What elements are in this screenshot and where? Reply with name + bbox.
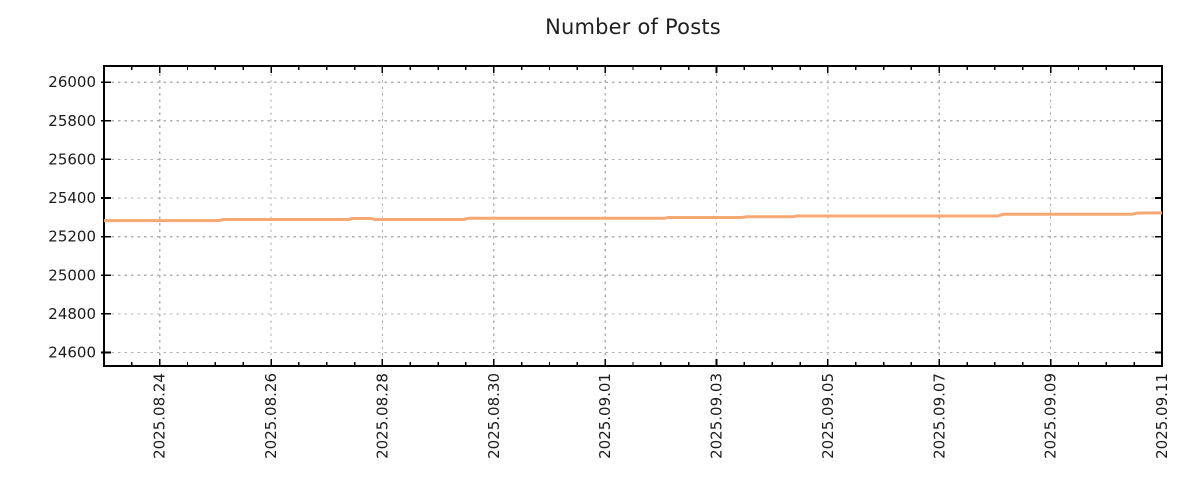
- plot-border: [103, 65, 1163, 367]
- x-tick-label: 2025.08.24: [151, 373, 169, 459]
- x-tick-label: 2025.09.07: [930, 373, 948, 459]
- y-tick-label: 26000: [48, 73, 96, 91]
- x-tick-label: 2025.09.09: [1042, 373, 1060, 459]
- x-tick-label: 2025.08.26: [262, 373, 280, 459]
- chart-title: Number of Posts: [545, 15, 721, 39]
- y-tick-label: 25000: [48, 266, 96, 284]
- x-tick-label: 2025.08.30: [485, 373, 503, 459]
- data-line: [104, 211, 1163, 223]
- x-tick-label: 2025.08.28: [373, 373, 391, 459]
- y-tick-label: 25200: [48, 228, 96, 246]
- x-tick-label: 2025.09.03: [708, 373, 726, 459]
- x-tick-label: 2025.09.01: [596, 373, 614, 459]
- y-tick-label: 25600: [48, 150, 96, 168]
- y-tick-label: 25800: [48, 112, 96, 130]
- x-tick-label: 2025.09.11: [1153, 373, 1171, 459]
- y-tick-label: 24600: [48, 343, 96, 361]
- y-tick-label: 25400: [48, 189, 96, 207]
- x-tick-label: 2025.09.05: [819, 373, 837, 459]
- y-tick-label: 24800: [48, 305, 96, 323]
